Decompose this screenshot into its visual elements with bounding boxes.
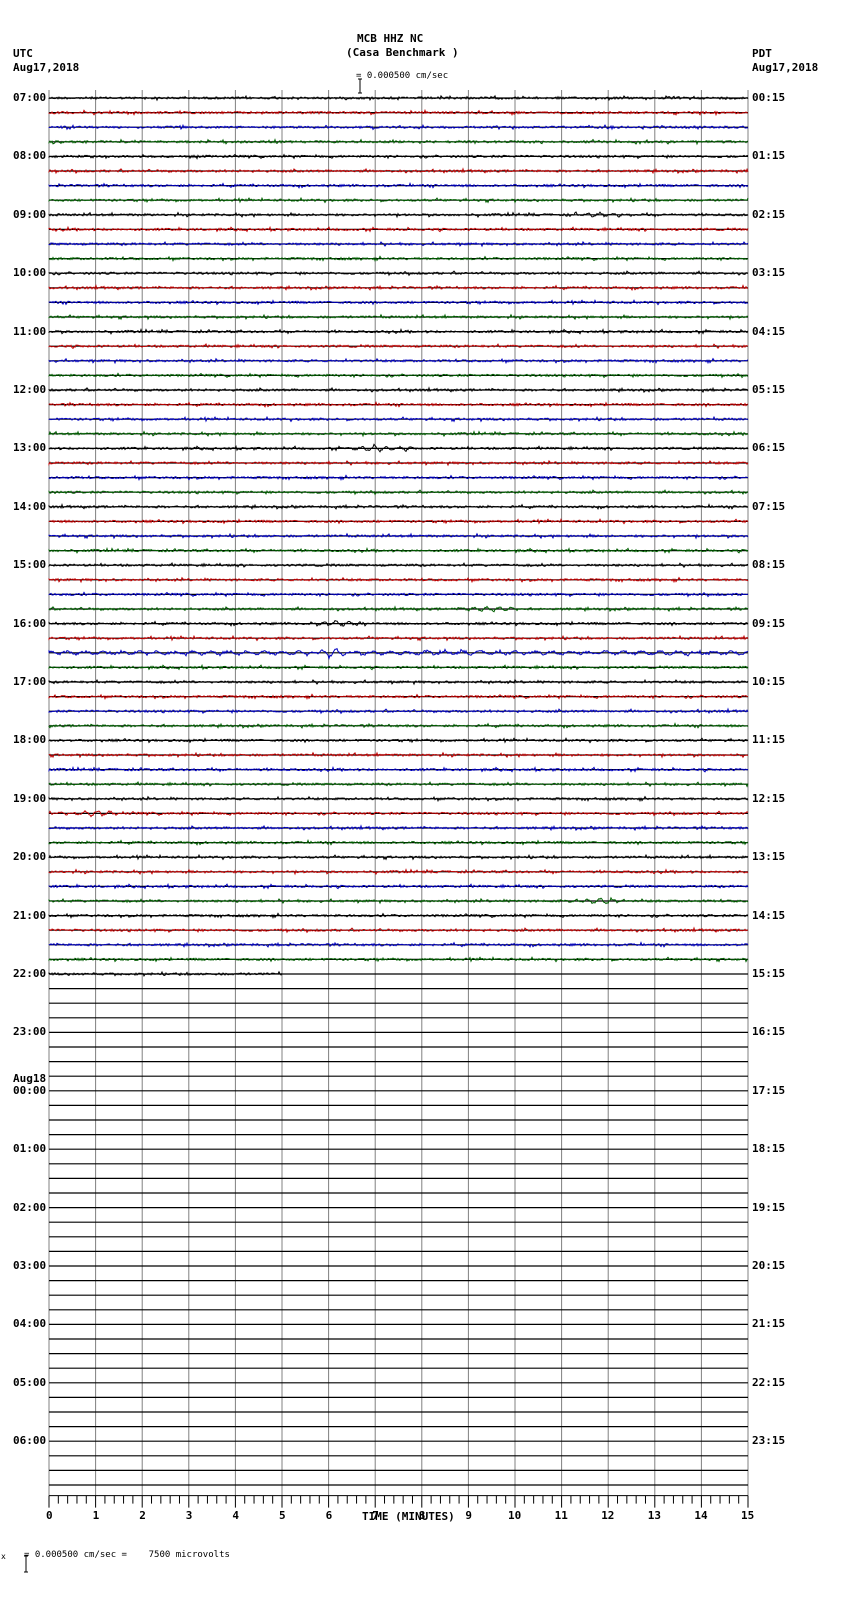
right-hour-label: 04:15 <box>752 324 786 338</box>
right-date: Aug17,2018 <box>752 61 819 74</box>
right-hour-label: 22:15 <box>752 1375 786 1389</box>
right-hour-label: 23:15 <box>752 1434 786 1448</box>
right-hour-label: 14:15 <box>752 908 786 922</box>
right-hour-label: 02:15 <box>752 207 786 221</box>
left-hour-label: 08:00 <box>13 149 47 163</box>
left-hour-label: 17:00 <box>13 675 47 688</box>
left-hour-label: 20:00 <box>13 850 47 864</box>
footer-scale-text: = 0.000500 cm/sec = 7500 microvolts <box>24 1550 230 1560</box>
left-date: Aug17,2018 <box>13 61 80 74</box>
right-hour-label: 00:15 <box>752 91 786 104</box>
right-hour-label: 03:15 <box>752 266 786 280</box>
site-name: (Casa Benchmark ) <box>346 46 459 59</box>
x-tick-label: 4 <box>232 1508 240 1522</box>
left-hour-label: 15:00 <box>13 558 47 572</box>
footer-scale-bar-icon <box>10 1543 29 1573</box>
x-tick-label: 2 <box>139 1508 146 1522</box>
right-hour-label: 11:15 <box>752 733 786 747</box>
x-tick-label: 6 <box>325 1508 333 1522</box>
right-hour-label: 20:15 <box>752 1259 786 1272</box>
right-hour-label: 10:15 <box>752 675 786 688</box>
left-hour-label: 22:00 <box>13 967 47 980</box>
left-hour-label: 11:00 <box>13 324 47 338</box>
left-hour-label: 06:00 <box>13 1434 47 1448</box>
x-axis-label: TIME (MINUTES) <box>362 1510 455 1523</box>
left-hour-label: 07:00 <box>13 91 47 104</box>
left-hour-label: Aug18 00:00 <box>13 1071 47 1097</box>
x-tick-label: 10 <box>508 1508 522 1522</box>
right-timezone: PDT <box>752 47 772 60</box>
x-tick-label: 0 <box>46 1508 53 1522</box>
station-title: MCB HHZ NC <box>357 32 424 45</box>
left-hour-label: 02:00 <box>13 1200 47 1214</box>
left-hour-label: 13:00 <box>13 441 47 455</box>
left-hour-label: 21:00 <box>13 908 47 922</box>
left-hour-label: 12:00 <box>13 383 47 396</box>
scale-text: = 0.000500 cm/sec <box>356 71 449 81</box>
right-hour-label: 19:15 <box>752 1200 786 1214</box>
x-tick-label: 5 <box>279 1508 286 1522</box>
left-hour-label: 19:00 <box>13 791 47 805</box>
left-hour-label: 05:00 <box>13 1375 47 1389</box>
right-hour-label: 17:15 <box>752 1083 786 1097</box>
left-hour-label: 10:00 <box>13 266 47 280</box>
scale-bar-icon <box>344 66 363 94</box>
left-timezone: UTC <box>13 47 33 60</box>
right-hour-label: 12:15 <box>752 791 786 805</box>
left-hour-label: 04:00 <box>13 1317 47 1331</box>
x-tick-label: 9 <box>465 1508 473 1522</box>
left-hour-label: 16:00 <box>13 616 47 630</box>
x-tick-label: 8 <box>418 1508 426 1522</box>
x-tick-label: 11 <box>554 1508 568 1522</box>
footer-prefix: x <box>1 1552 6 1561</box>
left-hour-label: 01:00 <box>13 1142 47 1156</box>
x-tick-label: 12 <box>601 1508 615 1522</box>
right-hour-label: 09:15 <box>752 616 786 630</box>
x-tick-label: 14 <box>694 1508 708 1522</box>
right-hour-label: 16:15 <box>752 1025 786 1039</box>
right-hour-label: 21:15 <box>752 1317 786 1331</box>
x-tick-label: 3 <box>185 1508 193 1522</box>
left-hour-label: 18:00 <box>13 733 47 747</box>
right-hour-label: 06:15 <box>752 441 786 455</box>
right-hour-label: 01:15 <box>752 149 786 163</box>
x-tick-label: 15 <box>741 1508 755 1522</box>
right-hour-label: 18:15 <box>752 1142 786 1156</box>
x-tick-label: 7 <box>372 1508 379 1522</box>
x-tick-label: 13 <box>647 1508 662 1522</box>
right-hour-label: 08:15 <box>752 558 786 572</box>
right-hour-label: 15:15 <box>752 967 786 980</box>
left-hour-label: 03:00 <box>13 1259 47 1272</box>
left-hour-label: 23:00 <box>13 1025 47 1039</box>
right-hour-label: 13:15 <box>752 850 786 864</box>
x-tick-label: 1 <box>92 1508 100 1522</box>
left-hour-label: 09:00 <box>13 207 47 221</box>
left-hour-label: 14:00 <box>13 499 47 513</box>
right-hour-label: 05:15 <box>752 383 786 396</box>
right-hour-label: 07:15 <box>752 499 786 513</box>
